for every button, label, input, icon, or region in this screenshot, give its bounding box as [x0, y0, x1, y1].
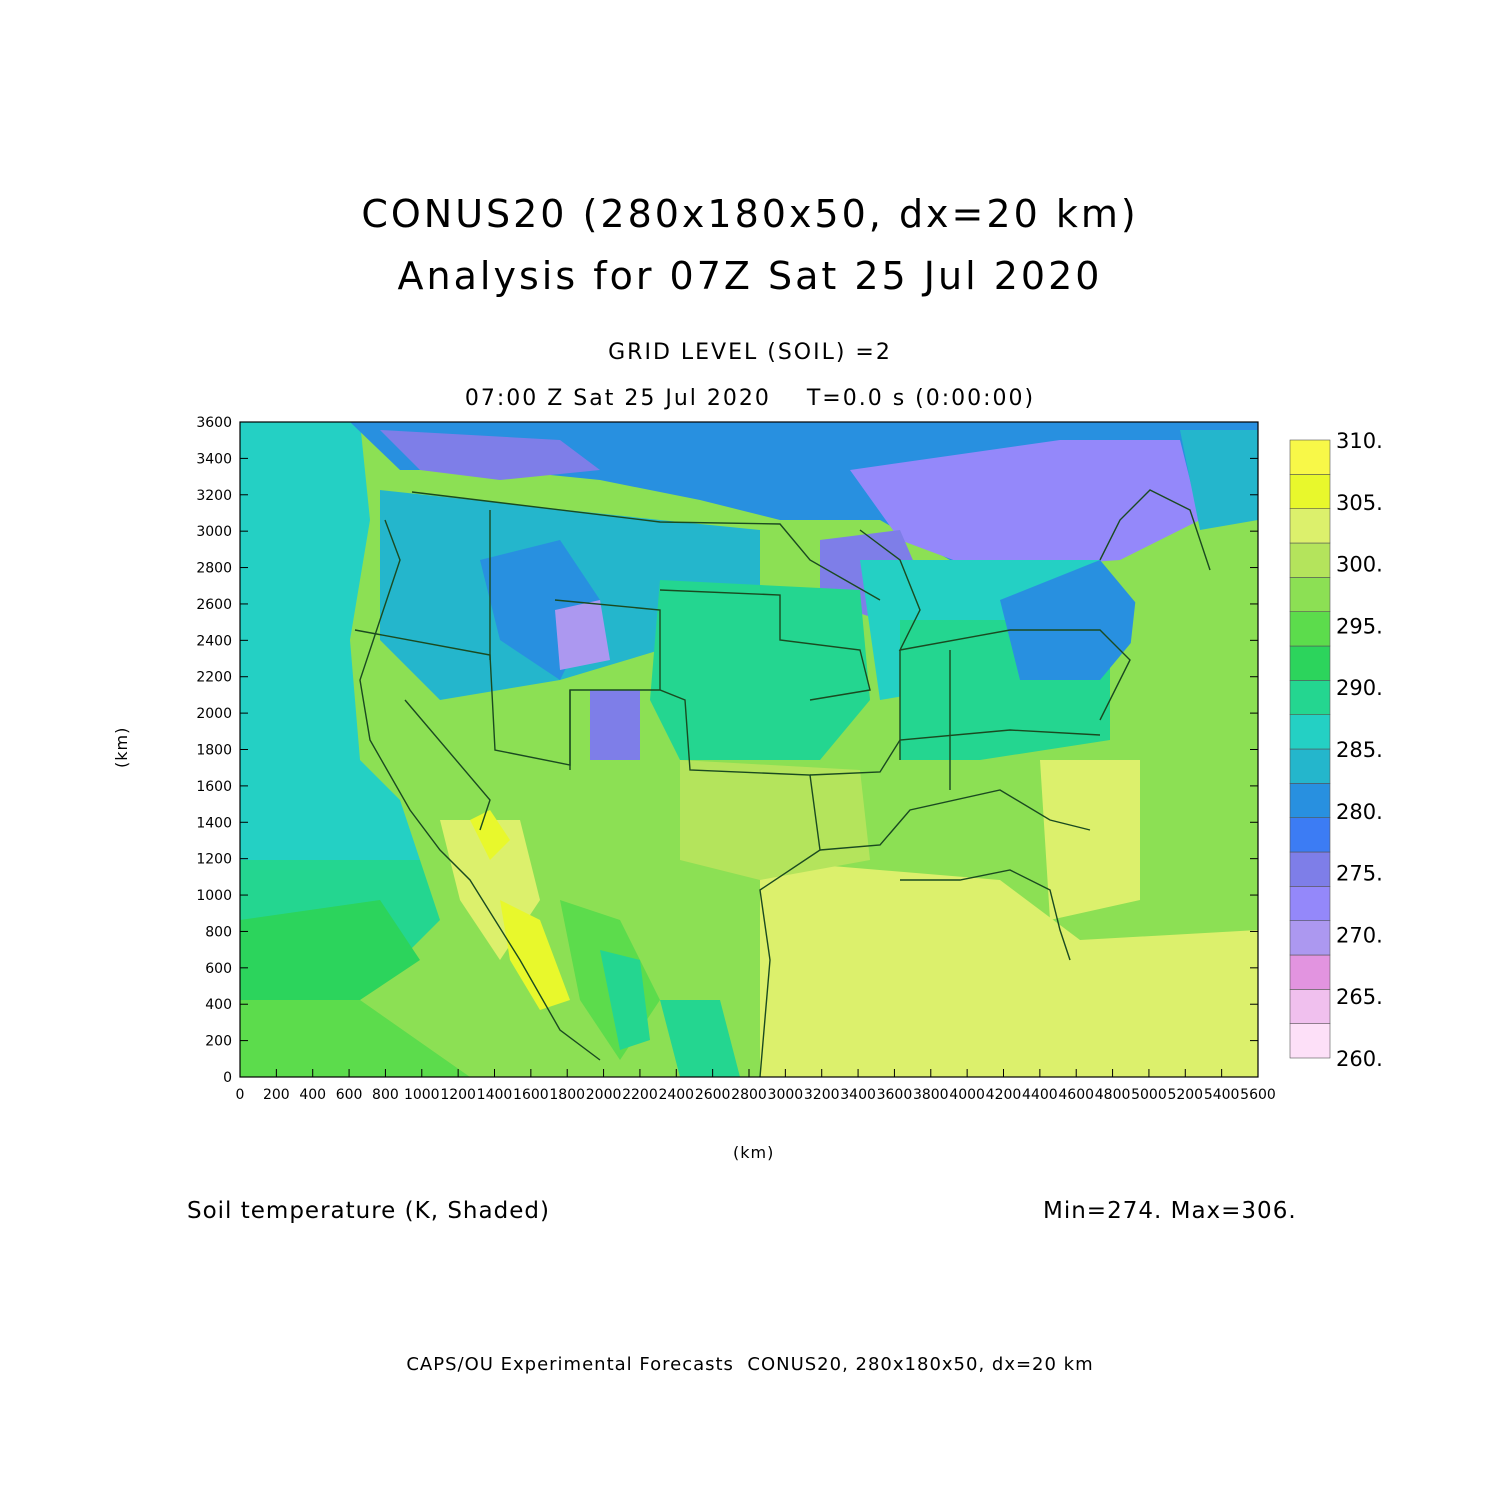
y-tick-label: 2800 — [196, 561, 232, 577]
colorbar-swatch — [1289, 645, 1331, 681]
x-tick-label: 0 — [236, 1087, 245, 1103]
x-tick-label: 400 — [299, 1087, 326, 1103]
colorbar-swatch — [1289, 886, 1331, 921]
colorbar-swatch — [1289, 439, 1331, 475]
x-tick-label: 3800 — [913, 1087, 949, 1103]
x-tick-label: 1400 — [477, 1087, 513, 1103]
x-tick-label: 2000 — [586, 1087, 622, 1103]
x-tick-label: 1200 — [440, 1087, 476, 1103]
colorbar: 260. 265. 270. 275. 280. 285. 290. 295. 300. 305.… — [1289, 429, 1383, 1071]
colorbar-swatch — [1289, 748, 1331, 784]
temperature-field — [240, 422, 1258, 1077]
x-tick-label: 5600 — [1240, 1087, 1276, 1103]
x-tick-label: 2400 — [658, 1087, 694, 1103]
colorbar-label: 280. — [1336, 800, 1383, 824]
y-axis: 0 200 400 600 800 1000 1200 1400 1600 1800 2000 220… — [196, 415, 1258, 1086]
y-axis-label: (km) — [112, 726, 131, 768]
colorbar-swatch — [1289, 954, 1331, 990]
x-tick-label: 4600 — [1058, 1087, 1094, 1103]
colorbar-swatch — [1289, 611, 1331, 647]
y-tick-label: 3400 — [196, 451, 232, 467]
y-tick-label: 200 — [205, 1034, 232, 1050]
x-tick-label: 3000 — [768, 1087, 804, 1103]
colorbar-swatch — [1289, 851, 1331, 887]
x-tick-label: 4400 — [1022, 1087, 1058, 1103]
colorbar-swatch — [1289, 1023, 1331, 1059]
colorbar-label: 260. — [1336, 1047, 1383, 1071]
y-tick-label: 3200 — [196, 488, 232, 504]
colorbar-label: 290. — [1336, 676, 1383, 700]
colorbar-swatch — [1289, 989, 1331, 1024]
y-tick-label: 1600 — [196, 779, 232, 795]
x-axis: 0 200 400 600 800 1000 1200 1400 1600 1800 2000 220… — [236, 1069, 1276, 1103]
colorbar-swatch — [1289, 474, 1331, 509]
y-tick-label: 2000 — [196, 706, 232, 722]
x-tick-label: 1600 — [513, 1087, 549, 1103]
x-tick-label: 3400 — [840, 1087, 876, 1103]
y-tick-label: 400 — [205, 997, 232, 1013]
x-tick-label: 1800 — [549, 1087, 585, 1103]
colorbar-swatch — [1289, 714, 1331, 750]
y-tick-label: 600 — [205, 961, 232, 977]
y-tick-label: 0 — [223, 1070, 232, 1086]
x-tick-label: 4800 — [1095, 1087, 1131, 1103]
y-tick-label: 800 — [205, 924, 232, 940]
x-tick-label: 2800 — [731, 1087, 767, 1103]
x-tick-label: 1000 — [404, 1087, 440, 1103]
y-tick-label: 1200 — [196, 852, 232, 868]
colorbar-swatch — [1289, 680, 1331, 715]
x-tick-label: 2600 — [695, 1087, 731, 1103]
y-tick-label: 1000 — [196, 888, 232, 904]
footer-credit: CAPS/OU Experimental Forecasts CONUS20, … — [406, 1354, 1094, 1375]
y-tick-label: 1800 — [196, 743, 232, 759]
colorbar-label: 275. — [1336, 862, 1383, 886]
title-line-2: Analysis for 07Z Sat 25 Jul 2020 — [397, 254, 1103, 298]
y-tick-label: 3600 — [196, 415, 232, 431]
colorbar-label: 310. — [1336, 429, 1383, 453]
grid-level-label: GRID LEVEL (SOIL) =2 — [608, 340, 892, 365]
x-tick-label: 4200 — [986, 1087, 1022, 1103]
colorbar-swatch — [1289, 542, 1331, 578]
variable-label: Soil temperature (K, Shaded) — [187, 1198, 550, 1224]
x-tick-label: 5400 — [1204, 1087, 1240, 1103]
min-max-label: Min=274. Max=306. — [1043, 1198, 1297, 1224]
title-line-1: CONUS20 (280x180x50, dx=20 km) — [361, 192, 1139, 236]
x-tick-label: 5000 — [1131, 1087, 1167, 1103]
x-tick-label: 600 — [336, 1087, 363, 1103]
colorbar-swatch — [1289, 783, 1331, 818]
x-axis-label: (km) — [733, 1143, 775, 1162]
colorbar-label: 300. — [1336, 553, 1383, 577]
x-tick-label: 4000 — [949, 1087, 985, 1103]
y-tick-label: 2400 — [196, 633, 232, 649]
y-tick-label: 2200 — [196, 670, 232, 686]
y-tick-label: 1400 — [196, 815, 232, 831]
x-tick-label: 5200 — [1167, 1087, 1203, 1103]
x-tick-label: 2200 — [622, 1087, 658, 1103]
colorbar-label: 270. — [1336, 923, 1383, 947]
colorbar-swatch — [1289, 920, 1331, 956]
x-tick-label: 200 — [263, 1087, 290, 1103]
valid-time-label: 07:00 Z Sat 25 Jul 2020 T=0.0 s (0:00:00… — [464, 386, 1036, 411]
colorbar-label: 285. — [1336, 738, 1383, 762]
y-tick-label: 2600 — [196, 597, 232, 613]
colorbar-swatch — [1289, 508, 1331, 544]
x-tick-label: 800 — [372, 1087, 399, 1103]
colorbar-swatch — [1289, 577, 1331, 612]
colorbar-label: 295. — [1336, 614, 1383, 638]
x-tick-label: 3200 — [804, 1087, 840, 1103]
colorbar-label: 265. — [1336, 985, 1383, 1009]
state-boundaries — [354, 489, 1211, 1077]
colorbar-label: 305. — [1336, 491, 1383, 515]
colorbar-swatch — [1289, 817, 1331, 853]
x-tick-label: 3600 — [877, 1087, 913, 1103]
y-tick-label: 3000 — [196, 524, 232, 540]
